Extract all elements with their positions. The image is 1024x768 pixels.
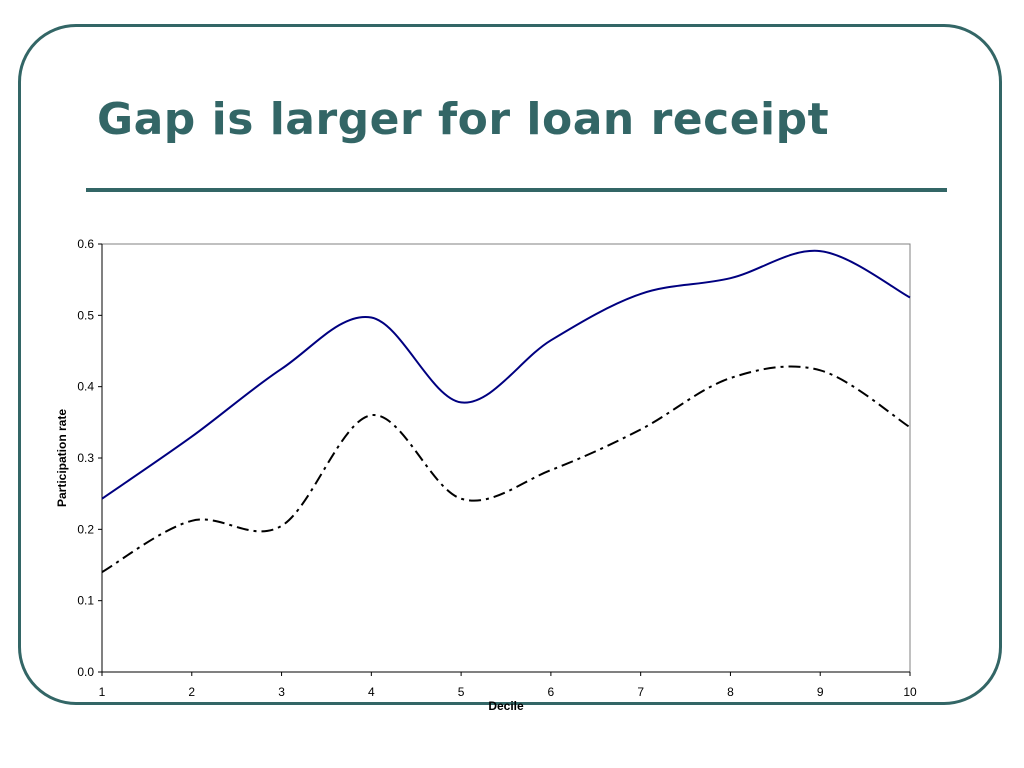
x-tick-label: 5	[458, 685, 465, 699]
x-tick-group: 1 2 3 4 5 6 7 8 9 10	[99, 672, 917, 699]
y-tick-label: 0.4	[77, 380, 94, 394]
y-tick-label: 0.2	[77, 522, 94, 536]
x-tick-label: 4	[368, 685, 375, 699]
slide-frame	[18, 24, 1002, 705]
y-tick-label: 0.5	[77, 308, 94, 322]
plot-area	[101, 243, 911, 673]
y-axis-title: Participation rate	[55, 409, 69, 507]
x-tick-label: 10	[903, 685, 917, 699]
slide-title: Gap is larger for loan receipt	[97, 94, 830, 145]
x-tick-label: 8	[727, 685, 734, 699]
x-tick-label: 3	[278, 685, 285, 699]
y-tick-label: 0.3	[77, 451, 94, 465]
x-tick-label: 7	[637, 685, 644, 699]
series-group	[101, 249, 911, 573]
title-underline	[86, 188, 947, 192]
x-tick-label: 9	[817, 685, 824, 699]
y-tick-group: 0.0 0.1 0.2 0.3 0.4 0.5 0.6	[77, 237, 102, 679]
y-tick-label: 0.1	[77, 594, 94, 608]
y-tick-label: 0.6	[77, 237, 94, 251]
y-tick-label: 0.0	[77, 665, 94, 679]
x-tick-label: 1	[99, 685, 106, 699]
series-line-1	[101, 249, 911, 500]
x-tick-label: 6	[548, 685, 555, 699]
x-axis-title: Decile	[488, 699, 524, 713]
series-line-2	[101, 365, 911, 573]
x-tick-label: 2	[188, 685, 195, 699]
